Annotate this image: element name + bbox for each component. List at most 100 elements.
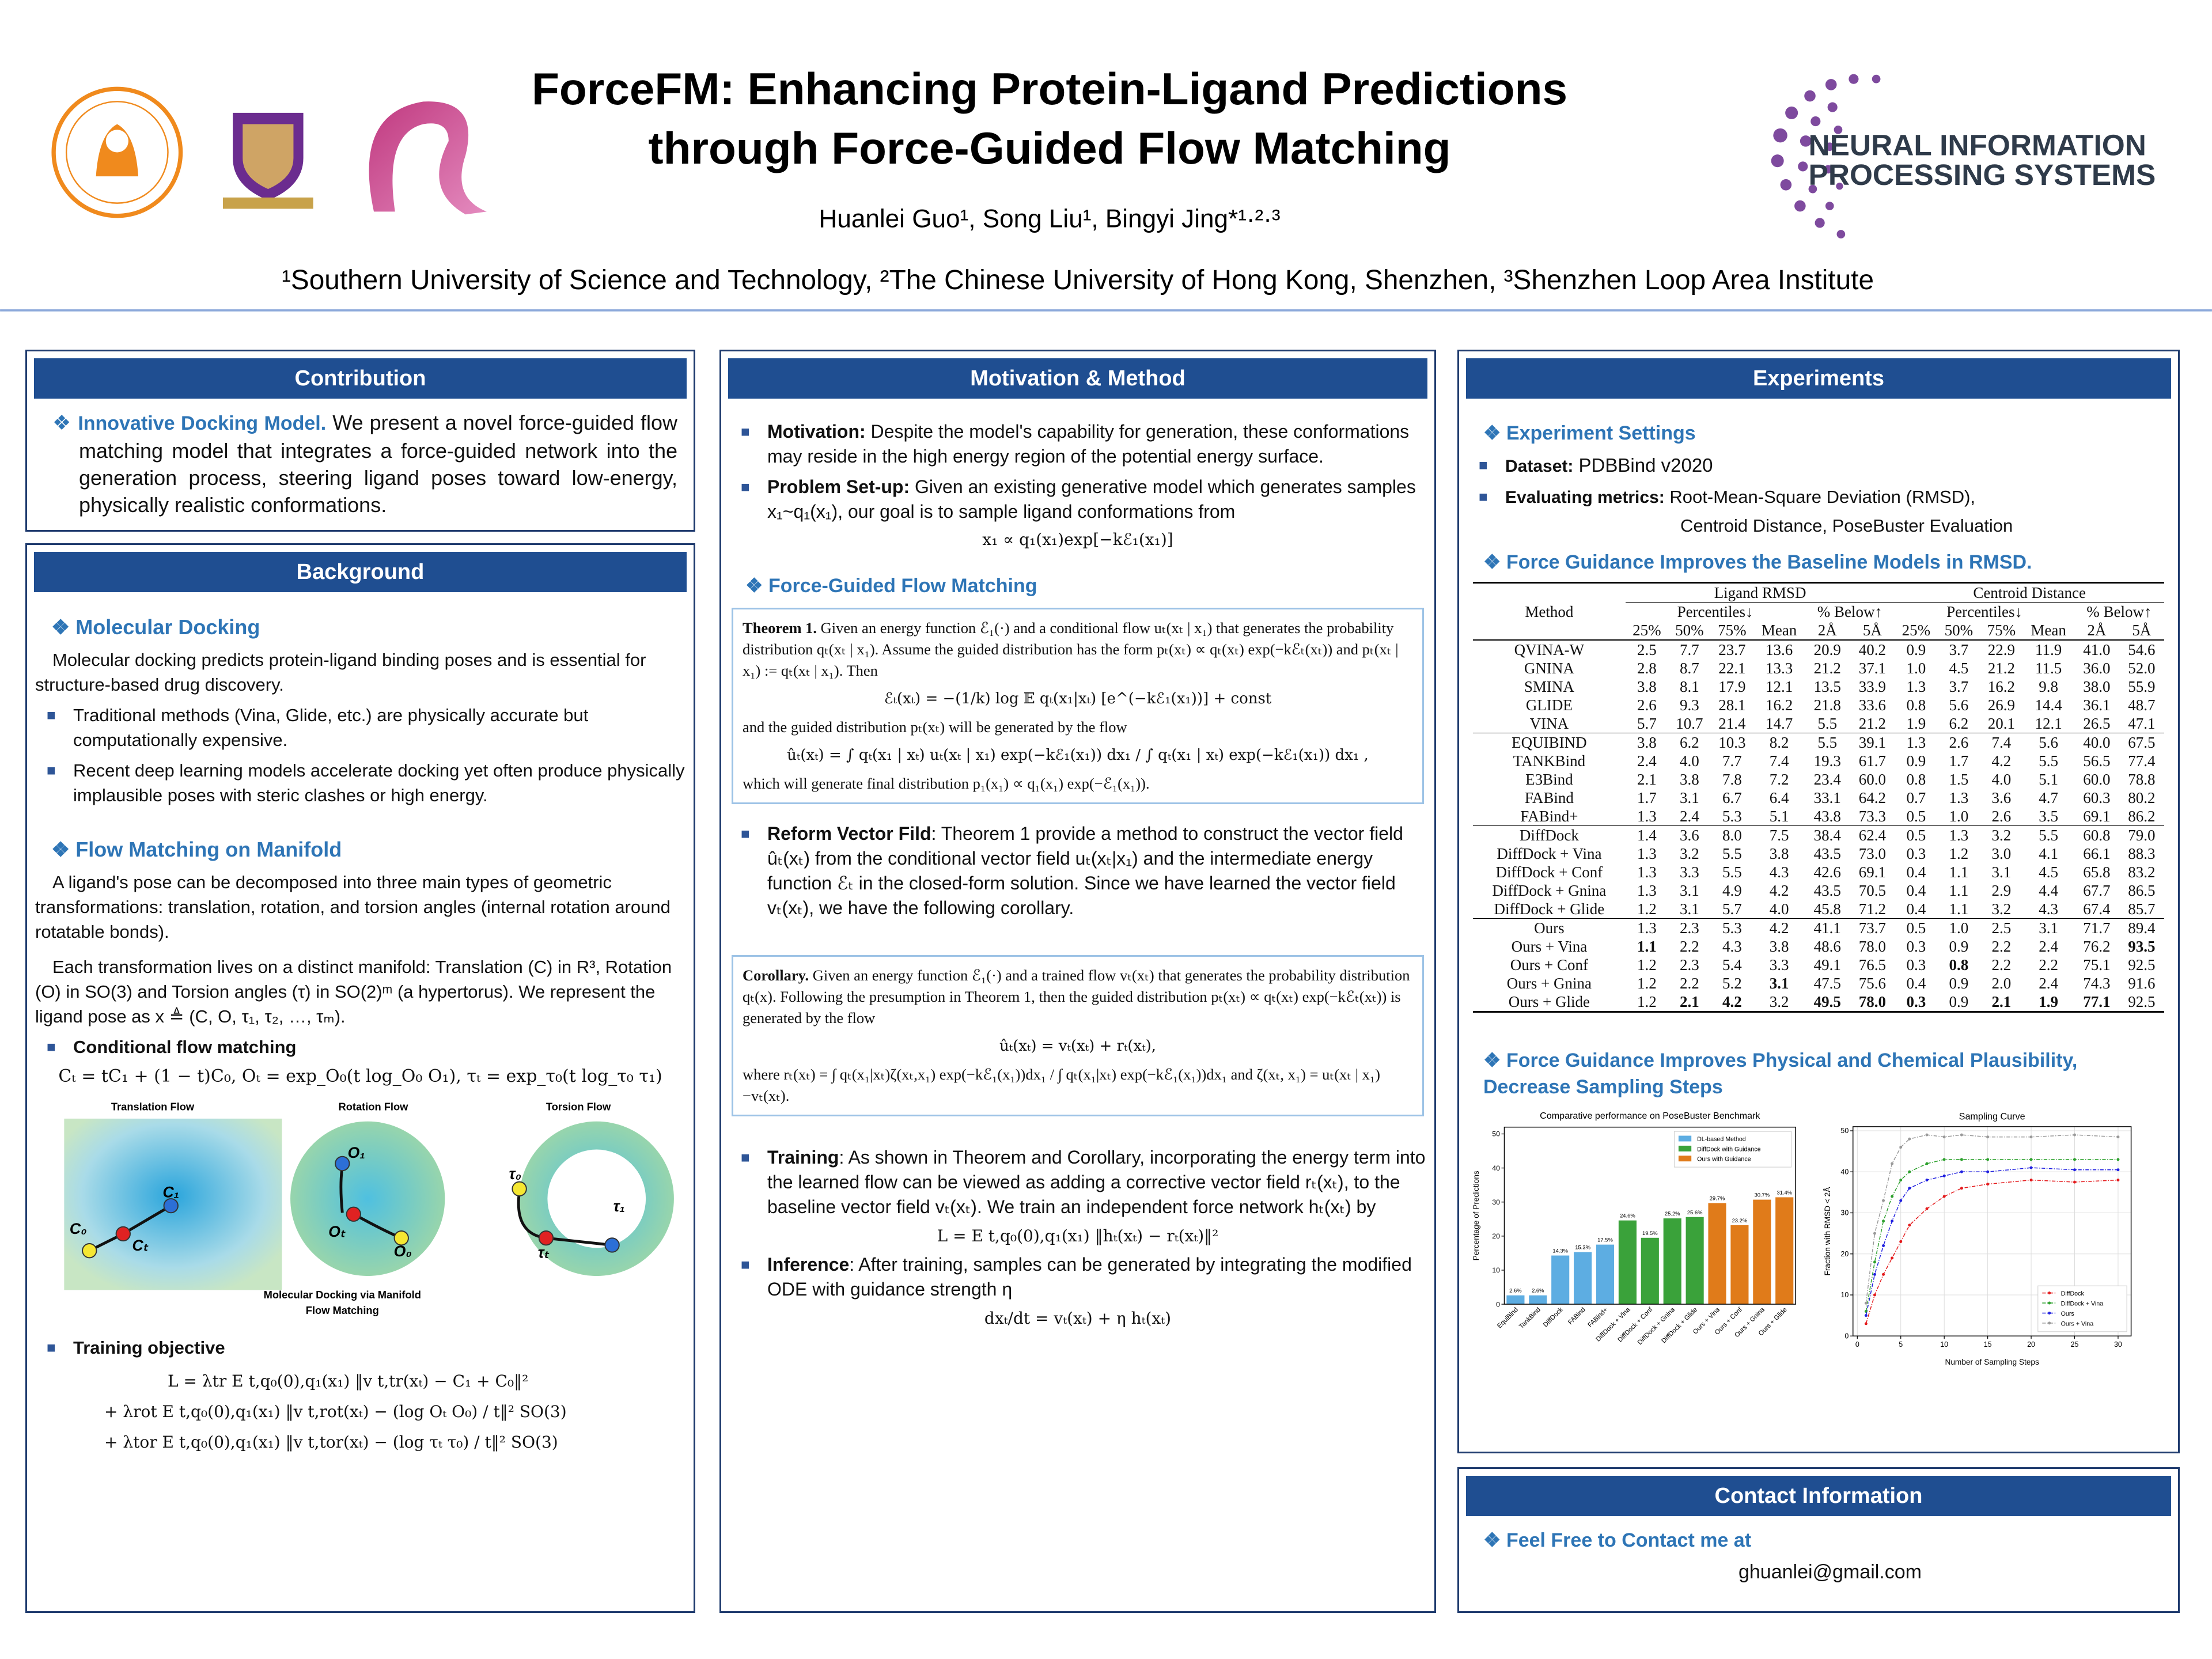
table-cell: 9.8 [2039, 678, 2058, 695]
table-cell: FABind+ [1520, 808, 1578, 825]
table-cell: 67.5 [2128, 734, 2156, 751]
table-cell: 5.5 [2039, 752, 2058, 770]
table-cell: 1.3 [1906, 734, 1926, 751]
table-cell: 77.1 [2083, 993, 2111, 1010]
table-cell: 3.6 [1679, 827, 1699, 844]
table-cell: 41.0 [2083, 641, 2111, 658]
neurips-text: PROCESSING SYSTEMS [1809, 158, 2156, 191]
legend-swatch [1678, 1135, 1692, 1142]
pose-point [538, 1230, 554, 1246]
table-cell: 73.7 [1858, 919, 1886, 937]
value-label: 30.7% [1754, 1192, 1770, 1198]
table-cell: 67.7 [2083, 882, 2111, 899]
point [2073, 1158, 2076, 1161]
point [1986, 1158, 1990, 1161]
point [2029, 1158, 2033, 1161]
table-cell: 4.2 [1769, 882, 1789, 899]
point-label: τ₀ [509, 1165, 522, 1183]
table-cell: 3.2 [1679, 845, 1699, 862]
contact-panel: Contact Information Feel Free to Contact … [1457, 1467, 2180, 1613]
table-cell: 3.7 [1949, 641, 1969, 658]
table-cell: 4.2 [1991, 752, 2012, 770]
table-cell: 22.9 [1987, 641, 2015, 658]
table-cell: 71.7 [2083, 919, 2111, 937]
corollary-text: where rₜ(xₜ) = ∫ qₜ(x₁|xₜ)ζ(xₜ,x₁) exp(−… [743, 1066, 1380, 1104]
point [1891, 1162, 1894, 1165]
table-cell: 2.4 [1637, 752, 1657, 770]
table-group: EQUIBIND 3.8 6.2 10.3 8.2 5.5 39.1 1.3 2.6 7.4 5.6… [1473, 733, 2164, 826]
paragraph: Molecular docking predicts protein-ligan… [35, 650, 646, 695]
point [1899, 1240, 1903, 1243]
table-cell: 64.2 [1858, 789, 1886, 806]
table-cell: 17.9 [1718, 678, 1746, 695]
x-tick-label: 5 [1899, 1340, 1903, 1349]
point [1899, 1179, 1903, 1182]
header-cell: 5Å [1862, 622, 1882, 639]
training-text: : As shown in Theorem and Corollary, inc… [767, 1147, 1426, 1217]
table-cell: 80.2 [2128, 789, 2156, 806]
table-cell: 2.1 [1637, 771, 1657, 788]
x-tick-label: 30 [2114, 1340, 2122, 1349]
table-cell: 78.8 [2128, 771, 2156, 788]
inference: Inference: After training, samples can b… [741, 1252, 1426, 1302]
point [1986, 1170, 1990, 1173]
value-label: 17.5% [1597, 1237, 1613, 1243]
theorem-box: Theorem 1. Given an energy function ℰ₁(·… [732, 608, 1424, 804]
header-cell: % Below↑ [2074, 602, 2164, 621]
table-cell: 21.8 [1813, 696, 1841, 714]
table-cell: 7.2 [1769, 771, 1789, 788]
table-cell: GLIDE [1525, 696, 1573, 714]
table-cell: QVINA-W [1514, 641, 1585, 658]
point [1882, 1244, 1885, 1248]
legend-box [1673, 1131, 1792, 1168]
table-cell: 93.5 [2128, 938, 2156, 955]
table-cell: 0.4 [1906, 900, 1926, 918]
plot-frame [1503, 1126, 1796, 1305]
bar [1775, 1197, 1794, 1305]
paragraph: Each transformation lives on a distinct … [35, 957, 672, 1027]
sustech-logo [51, 86, 183, 218]
table-cell: 73.3 [1858, 808, 1886, 825]
point [1908, 1137, 1911, 1141]
table-cell: 92.5 [2128, 956, 2156, 974]
table-cell: 20.1 [1987, 715, 2015, 732]
table-cell: 12.1 [1765, 678, 1793, 695]
method-panel: Motivation & Method Motivation: Despite t… [719, 350, 1436, 1613]
header-cell: Mean [2031, 622, 2066, 639]
table-cell: 3.8 [1637, 678, 1657, 695]
table-cell: 11.5 [2035, 660, 2062, 677]
chart: Comparative performance on PoseBuster Be… [1472, 1111, 1796, 1346]
value-label: 24.6% [1620, 1213, 1635, 1219]
table-cell: 4.7 [2039, 789, 2058, 806]
header-row: Percentiles↓% Below↑ Percentiles↓% Below↑ [1473, 602, 2164, 621]
x-tick-label: FABind [1567, 1306, 1586, 1326]
table-cell: 5.5 [1722, 863, 1742, 881]
value-label: 29.7% [1710, 1195, 1725, 1202]
table-cell: 1.9 [1906, 715, 1926, 732]
table-cell: 10.3 [1718, 734, 1746, 751]
table-cell: 83.2 [2128, 863, 2156, 881]
formula: L = λtr E t,q₀(0),q₁(x₁) ‖v t,tr(xₜ) − C… [168, 1372, 529, 1391]
table-cell: 78.0 [1858, 938, 1886, 955]
table-cell: 7.4 [1991, 734, 2012, 751]
affiliations: ¹Southern University of Science and Tech… [282, 265, 1874, 296]
x-tick-label: EquiBind [1496, 1306, 1520, 1330]
table-cell: 3.2 [1991, 827, 2012, 844]
point [2116, 1135, 2120, 1139]
point [1942, 1135, 1946, 1139]
table-cell: 55.9 [2128, 678, 2156, 695]
table-cell: 2.4 [2039, 975, 2058, 992]
table-cell: 2.8 [1637, 660, 1657, 677]
theorem-label: Theorem 1. [743, 619, 817, 637]
table-cell: 2.4 [2039, 938, 2058, 955]
bar [1551, 1255, 1570, 1305]
point [1882, 1219, 1885, 1223]
table-cell: 1.1 [1949, 900, 1969, 918]
point [1873, 1232, 1876, 1235]
table-cell: DiffDock + Gnina [1492, 882, 1607, 899]
header-cell: Percentiles↓ [1625, 602, 1805, 621]
table-cell: 3.6 [1991, 789, 2012, 806]
metrics-label: Evaluating metrics: [1505, 488, 1665, 507]
section-heading: Molecular Docking [51, 615, 685, 639]
reform-label: Reform Vector Fild [767, 823, 931, 844]
